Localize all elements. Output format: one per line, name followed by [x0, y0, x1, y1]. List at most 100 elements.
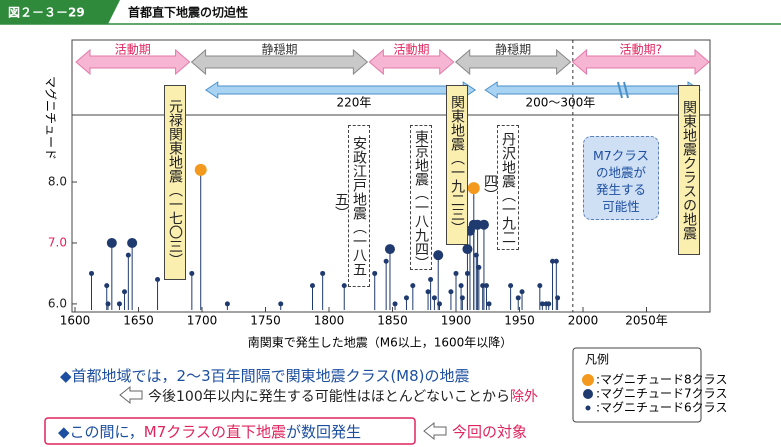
point [464, 270, 470, 276]
y-tick-label: 7.0 [48, 235, 67, 249]
period-arrow [368, 48, 455, 76]
period-label: 活動期 [394, 43, 430, 57]
legend-marker [583, 389, 593, 399]
note-text: が数回発生 [285, 423, 361, 441]
point [553, 258, 559, 264]
figure-number: 図２－３－29 [8, 6, 85, 20]
x-tick-label: 1650 [123, 314, 154, 328]
point [116, 301, 122, 307]
point [458, 283, 464, 289]
point [467, 182, 480, 195]
point [383, 258, 389, 264]
note-text: ◆首都地域では，2〜3百年間隔で関東地震クラス(M8)の地震 [60, 367, 470, 385]
point [483, 283, 489, 289]
note: ◆首都地域では，2〜3百年間隔で関東地震クラス(M8)の地震 [60, 365, 470, 386]
arrow [423, 421, 447, 441]
annotation: 東京地震（一八九四） [410, 125, 432, 270]
x-tick-label: 1950 [504, 314, 535, 328]
note: 今回の対象 [452, 421, 527, 442]
point [478, 219, 489, 230]
x-tick-label: 1850 [377, 314, 408, 328]
point [384, 244, 395, 255]
legend-title: 凡例 [585, 353, 609, 367]
point [453, 270, 459, 276]
period-label: 活動期 [115, 43, 151, 57]
legend-marker [582, 374, 594, 386]
x-tick-label: 1600 [60, 314, 91, 328]
point [127, 237, 138, 248]
note-text: ◆この間に， [58, 423, 144, 441]
point [539, 301, 545, 307]
point [480, 283, 486, 289]
point [433, 250, 444, 261]
period-label: 静穏期 [495, 43, 531, 57]
annotation: 関東地震クラスの地震 [678, 85, 700, 255]
point [476, 264, 482, 270]
figure-badge [0, 0, 120, 24]
point [104, 283, 110, 289]
x-tick-label: 1750 [250, 314, 281, 328]
period-arrow [190, 48, 369, 76]
x-tick-label: 1800 [314, 314, 345, 328]
point [448, 289, 454, 295]
point [106, 237, 117, 248]
title: 首都直下地震の切迫性 [128, 5, 248, 20]
note: ◆この間に，M7クラスの直下地震が数回発生 [58, 421, 361, 442]
point [462, 244, 473, 255]
period-arrow [454, 48, 572, 76]
point [122, 289, 128, 295]
point [515, 295, 521, 301]
note-text: 今回の対象 [452, 423, 528, 441]
legend-marker [585, 405, 591, 411]
x-tick-label: 2050年 [625, 314, 668, 328]
point [194, 163, 207, 176]
y-tick-label: 6.0 [48, 296, 67, 310]
frame [71, 39, 711, 313]
note-text: 除外 [510, 389, 539, 405]
x-tick-label: 2000 [568, 314, 599, 328]
point [537, 283, 543, 289]
legend-box [572, 347, 702, 423]
point [403, 295, 409, 301]
period-arrow [75, 48, 191, 76]
point [125, 252, 131, 258]
annotation: 安政江戸地震（一八五五） [333, 125, 370, 287]
period-arrow [571, 48, 710, 76]
point [550, 258, 556, 264]
y-tick-label: 8.0 [48, 175, 67, 189]
highlight-box [44, 417, 416, 445]
note-text: 今後100年以内に発生する可能性はほとんどないことから [148, 389, 511, 405]
point [519, 289, 525, 295]
axis-break [617, 81, 629, 99]
x-axis-title: 南関東で発生した地震（M6以上，1600年以降） [248, 335, 513, 350]
point [309, 283, 315, 289]
annotation: M7クラスの地震が発生する可能性 [583, 136, 659, 220]
point [224, 301, 230, 307]
point [459, 295, 465, 301]
point [341, 283, 347, 289]
point [89, 270, 95, 276]
point [428, 277, 434, 283]
point [486, 301, 492, 307]
point [473, 252, 479, 258]
annotation: 関東地震（一九二三） [446, 85, 468, 245]
legend-label: :マグニチュード8クラス [596, 373, 727, 387]
point [105, 301, 111, 307]
y-axis-title: マグニチュード [44, 76, 58, 160]
annotation: 丹沢地震（一九二四） [482, 125, 519, 250]
annotation: 元禄関東地震（一七〇三） [164, 85, 186, 280]
point [392, 301, 398, 307]
point [278, 301, 284, 307]
point [508, 283, 514, 289]
point [555, 295, 561, 301]
point [410, 283, 416, 289]
x-tick-label: 1700 [187, 314, 218, 328]
period-label: 静穏期 [261, 43, 297, 57]
span-label: 200〜300年 [525, 96, 595, 110]
point [436, 301, 442, 307]
span-arrow [204, 81, 477, 99]
point [320, 270, 326, 276]
point [155, 277, 161, 283]
